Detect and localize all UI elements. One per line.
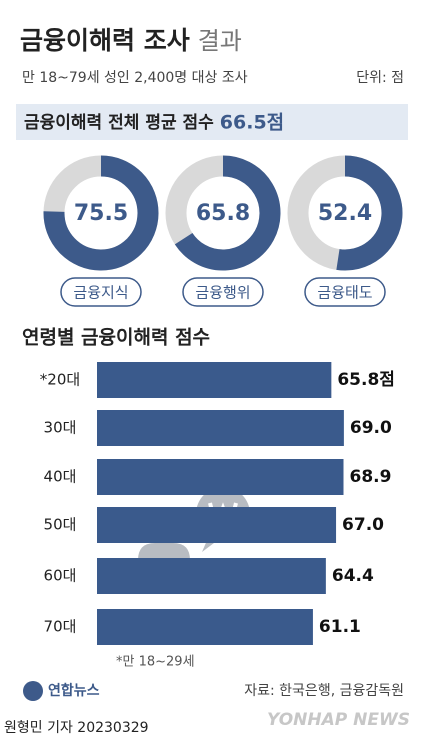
value-label: 64.4 <box>332 566 374 586</box>
bar <box>97 507 337 543</box>
donut-value: 52.4 <box>318 201 372 226</box>
subtitle: 만 18~79세 성인 2,400명 대상 조사 <box>22 70 248 86</box>
byline: 원형민 기자 20230329 <box>4 720 149 736</box>
donut-label: 금융지식 <box>73 284 128 302</box>
category-label: 40대 <box>44 468 77 486</box>
donut-label-pill <box>182 277 264 307</box>
bar-chart-title: 연령별 금융이해력 점수 <box>22 327 210 349</box>
unit: 단위: 점 <box>356 70 404 86</box>
bar <box>97 558 326 594</box>
bar <box>97 609 313 645</box>
donut-label-pill <box>60 277 142 307</box>
donut-label: 금융태도 <box>317 284 372 302</box>
title-light: 결과 <box>198 27 242 55</box>
title: 금융이해력 조사 <box>20 26 190 55</box>
value-label: 65.8점 <box>337 370 395 390</box>
donut-value: 75.5 <box>74 201 128 226</box>
footnote: *만 18~29세 <box>116 655 195 670</box>
bar <box>97 362 332 398</box>
donut-arc <box>174 155 281 271</box>
category-label: 50대 <box>44 516 77 534</box>
donut-label: 금융행위 <box>195 284 250 302</box>
category-label: *20대 <box>40 371 80 389</box>
category-label: 60대 <box>44 567 77 585</box>
donut-arc <box>43 155 159 271</box>
category-label: 30대 <box>44 419 77 437</box>
logo: 연합뉴스 <box>48 682 100 699</box>
value-label: 69.0 <box>350 418 392 438</box>
source: 자료: 한국은행, 금융감독원 <box>244 683 404 699</box>
donut-value: 65.8 <box>196 201 250 226</box>
value-label: 67.0 <box>342 515 384 535</box>
logo-mark <box>23 681 43 701</box>
donut-arc <box>336 155 403 271</box>
donut-label-pill <box>304 277 386 307</box>
category-label: 70대 <box>44 618 77 636</box>
watermark: YONHAP NEWS <box>267 710 410 730</box>
overall-score: 66.5점 <box>220 112 284 134</box>
value-label: 68.9 <box>350 467 392 487</box>
bar <box>97 410 344 446</box>
value-label: 61.1 <box>319 617 361 637</box>
overall-text: 금융이해력 전체 평균 점수 <box>24 113 214 133</box>
banner <box>16 104 408 140</box>
bar <box>97 459 344 495</box>
